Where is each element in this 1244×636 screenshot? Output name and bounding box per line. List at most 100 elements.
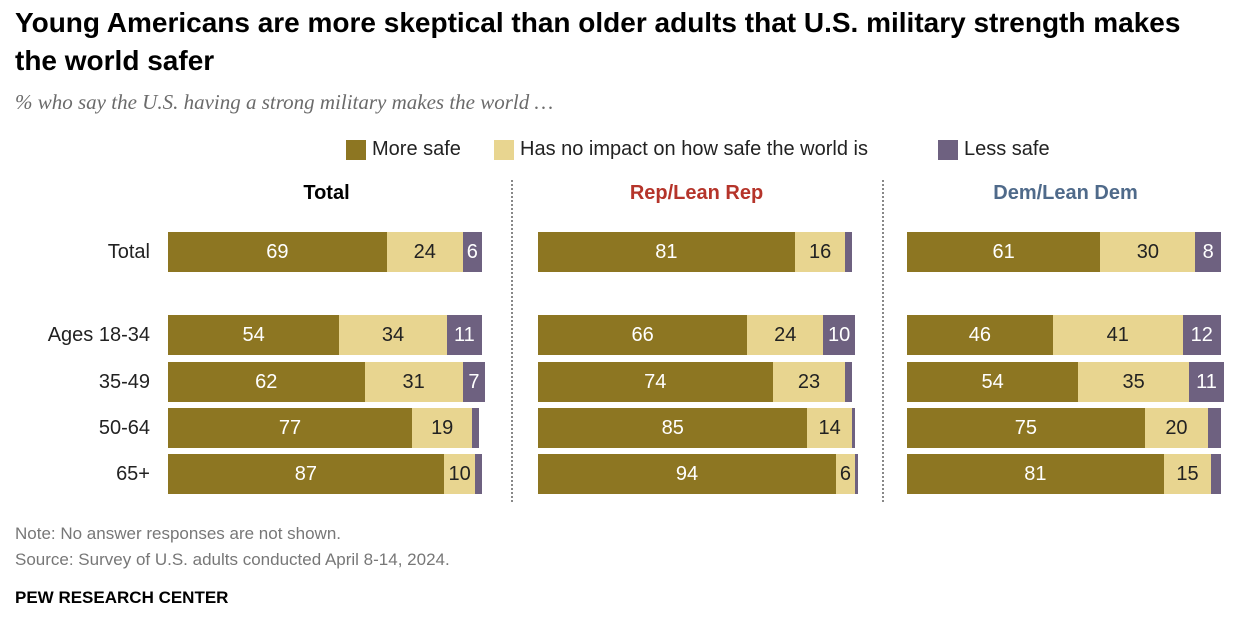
row-label: 35-49 (98, 371, 150, 393)
bar-no-impact: 19 (412, 408, 473, 448)
bar-value-label: 16 (809, 240, 832, 263)
legend-swatch-less-safe (938, 139, 958, 160)
bar-value-label: 31 (402, 370, 425, 393)
bar-value-label: 74 (644, 370, 667, 393)
legend-label-more-safe: More safe (372, 138, 461, 160)
bar-value-label: 8 (1202, 240, 1214, 263)
row-label: 50-64 (98, 417, 150, 439)
bar-value-label: 41 (1106, 323, 1129, 346)
legend-swatch-no-impact (494, 139, 514, 160)
panel-title: Total (303, 182, 350, 204)
panel-divider-1 (511, 180, 513, 502)
bar-no-impact: 16 (794, 232, 846, 272)
bar-value-label: 87 (294, 462, 318, 485)
bar-value-label: 10 (448, 462, 471, 485)
bar-less-safe (1211, 454, 1221, 494)
row-label: 65+ (116, 463, 150, 485)
bar-value-label: 12 (1190, 323, 1213, 346)
legend-item-less-safe: Less safe (938, 138, 1050, 161)
bar-no-impact: 24 (747, 315, 824, 355)
bar-less-safe (845, 232, 852, 272)
source-text: Source: Survey of U.S. adults conducted … (15, 550, 450, 569)
bar-no-impact: 41 (1052, 315, 1183, 355)
bar-less-safe: 7 (462, 362, 485, 402)
bar-value-label: 6 (839, 462, 852, 485)
legend-label-no-impact: Has no impact on how safe the world is (520, 138, 868, 160)
chart-subtitle: % who say the U.S. having a strong milit… (15, 90, 554, 114)
bar-value-label: 11 (454, 323, 475, 346)
bar-value-label: 20 (1165, 416, 1188, 439)
bar-value-label: 30 (1136, 240, 1160, 263)
bar-more-safe: 54 (907, 362, 1079, 402)
legend-item-no-impact: Has no impact on how safe the world is (494, 138, 868, 161)
bar-value-label: 35 (1122, 370, 1145, 393)
bar-less-safe: 10 (823, 315, 855, 355)
brand-label: PEW RESEARCH CENTER (15, 588, 229, 607)
row-label: Total (107, 241, 150, 263)
bar-value-label: 81 (1024, 462, 1047, 485)
bar-less-safe: 11 (1189, 362, 1224, 402)
bar-value-label: 34 (381, 323, 405, 346)
chart-title: Young Americans are more skeptical than … (15, 7, 1181, 76)
bar-more-safe: 77 (168, 408, 413, 448)
bar-value-label: 46 (968, 323, 992, 346)
bar-value-label: 77 (278, 416, 302, 439)
bar-value-label: 61 (992, 240, 1015, 263)
bar-no-impact: 10 (443, 454, 476, 494)
bar-no-impact: 15 (1163, 454, 1212, 494)
bar-value-label: 15 (1176, 462, 1199, 485)
bar-less-safe (475, 454, 482, 494)
bar-more-safe: 87 (168, 454, 444, 494)
bar-value-label: 66 (631, 323, 654, 346)
bar-less-safe: 6 (462, 232, 482, 272)
bar-more-safe: 66 (538, 315, 748, 355)
bar-no-impact: 14 (807, 408, 852, 448)
bar-more-safe: 74 (538, 362, 773, 402)
bar-value-label: 94 (675, 462, 699, 485)
bar-less-safe: 12 (1182, 315, 1221, 355)
bar-no-impact: 35 (1078, 362, 1190, 402)
bar-value-label: 54 (242, 323, 265, 346)
bar-value-label: 6 (466, 240, 478, 263)
bar-less-safe (845, 362, 852, 402)
bar-value-label: 24 (413, 240, 436, 263)
bar-no-impact: 24 (386, 232, 463, 272)
note-text: Note: No answer responses are not shown. (15, 524, 342, 543)
bar-value-label: 69 (266, 240, 289, 263)
bar-more-safe: 69 (168, 232, 387, 272)
bar-more-safe: 85 (538, 408, 808, 448)
bar-value-label: 85 (661, 416, 684, 439)
bar-less-safe (855, 454, 859, 494)
bar-no-impact: 34 (339, 315, 447, 355)
bar-value-label: 24 (774, 323, 797, 346)
bar-no-impact: 6 (835, 454, 855, 494)
bar-no-impact: 23 (772, 362, 846, 402)
bar-less-safe: 11 (446, 315, 482, 355)
row-label: Ages 18-34 (47, 324, 150, 346)
bar-value-label: 14 (818, 416, 841, 439)
bar-more-safe: 46 (907, 315, 1053, 355)
bar-no-impact: 30 (1100, 232, 1196, 272)
bar-less-safe (1208, 408, 1221, 448)
bar-more-safe: 94 (538, 454, 836, 494)
bar-value-label: 10 (828, 323, 851, 346)
bar-value-label: 11 (1196, 370, 1217, 393)
bar-more-safe: 61 (907, 232, 1101, 272)
bar-more-safe: 54 (168, 315, 340, 355)
bar-less-safe (851, 408, 855, 448)
bar-value-label: 23 (797, 370, 821, 393)
bar-more-safe: 81 (538, 232, 795, 272)
panel-title: Dem/Lean Dem (993, 182, 1138, 204)
bar-less-safe (472, 408, 479, 448)
bar-more-safe: 75 (907, 408, 1145, 448)
panel-divider-2 (882, 180, 884, 502)
bar-value-label: 75 (1014, 416, 1037, 439)
bar-more-safe: 62 (168, 362, 365, 402)
bar-value-label: 7 (468, 370, 480, 393)
bar-value-label: 54 (981, 370, 1004, 393)
bar-no-impact: 20 (1144, 408, 1209, 448)
legend-swatch-more-safe (346, 139, 366, 160)
bar-value-label: 81 (655, 240, 678, 263)
legend-item-more-safe: More safe (346, 138, 461, 161)
bar-value-label: 19 (431, 416, 454, 439)
